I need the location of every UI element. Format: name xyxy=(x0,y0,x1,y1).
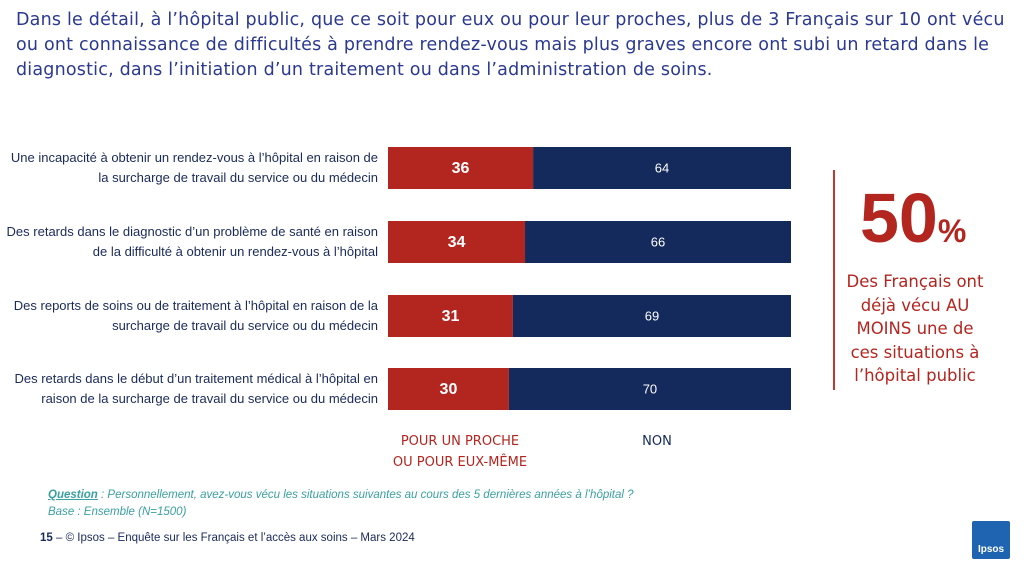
category-label: Une incapacité à obtenir un rendez-vous … xyxy=(10,150,378,185)
bar-segment xyxy=(525,221,791,263)
question-label: Question xyxy=(48,489,98,501)
footer: 15 – © Ipsos – Enquête sur les Français … xyxy=(40,532,415,544)
base: Base : Ensemble (N=1500) xyxy=(48,506,187,518)
value-label: 34 xyxy=(448,234,466,251)
callout-number: 50% xyxy=(860,178,966,271)
value-label: 31 xyxy=(442,308,460,325)
callout-text: Des Français ont déjà vécu AU MOINS une … xyxy=(846,272,984,385)
legend-entry: POUR UN PROCHE OU POUR EUX-MÊME xyxy=(392,434,528,470)
value-label: 36 xyxy=(452,160,470,177)
value-label: 69 xyxy=(645,308,659,323)
bar-segment xyxy=(388,295,513,337)
category-label: Des retards dans le diagnostic d’un prob… xyxy=(6,224,378,259)
callout-value: 50 xyxy=(860,179,938,257)
category-label: Des retards dans le début d’un traitemen… xyxy=(14,371,379,406)
bar-segment xyxy=(388,147,534,189)
callout-unit: % xyxy=(937,213,967,249)
bar-segment xyxy=(512,295,791,337)
value-label: 30 xyxy=(440,381,458,398)
question: Question : Personnellement, avez-vous vé… xyxy=(48,487,634,504)
bar-segment xyxy=(533,147,791,189)
logo: Ipsos xyxy=(972,521,1010,559)
value-label: 70 xyxy=(643,381,657,396)
callout-rule xyxy=(833,170,835,390)
note: Question : Personnellement, avez-vous vé… xyxy=(48,487,634,521)
question-text: : Personnellement, avez-vous vécu les si… xyxy=(97,489,634,501)
bar-segment xyxy=(388,368,509,410)
bar-segment xyxy=(508,368,791,410)
value-label: 64 xyxy=(655,160,669,175)
footer-text: – © Ipsos – Enquête sur les Français et … xyxy=(56,532,415,544)
bar-segment xyxy=(388,221,526,263)
category-label: Des reports de soins ou de traitement à … xyxy=(13,298,378,333)
title: Dans le détail, à l’hôpital public, que … xyxy=(16,10,1005,80)
value-label: 66 xyxy=(651,234,665,249)
page-number: 15 xyxy=(40,532,53,544)
legend-entry: NON xyxy=(642,434,672,449)
